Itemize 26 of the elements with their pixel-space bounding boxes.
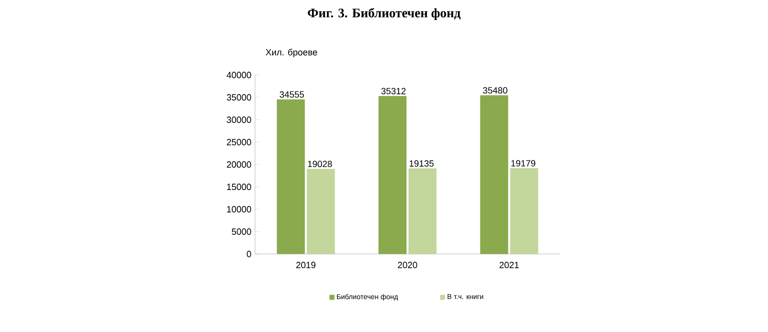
bar xyxy=(480,95,508,254)
y-tick-label: 0 xyxy=(246,250,252,258)
y-axis-title: Хил. броеве xyxy=(266,48,318,58)
y-tick-label: 40000 xyxy=(226,72,252,78)
x-tick-label: 2020 xyxy=(398,262,418,268)
y-tick-label: 20000 xyxy=(226,161,252,168)
data-label: 19028 xyxy=(308,160,332,168)
x-tick-label: 2021 xyxy=(500,262,519,268)
chart-title: Фиг. 3. Библиотечен фонд xyxy=(308,8,461,20)
data-label: 19179 xyxy=(511,160,536,166)
bar xyxy=(510,168,538,254)
data-label: 19135 xyxy=(410,160,434,167)
y-tick-label: 15000 xyxy=(227,184,252,190)
bar xyxy=(276,99,305,254)
y-tick-label: 30000 xyxy=(226,116,252,123)
bar xyxy=(306,168,335,254)
bar xyxy=(378,96,407,254)
x-tick-label: 2019 xyxy=(296,262,316,268)
y-tick-label: 25000 xyxy=(226,138,252,146)
bar xyxy=(408,168,437,254)
y-tick-label: 10000 xyxy=(227,206,252,212)
y-tick-label: 35000 xyxy=(226,94,252,101)
y-tick-label: 5000 xyxy=(232,228,252,235)
data-label: 35480 xyxy=(483,87,508,94)
data-label: 34555 xyxy=(280,91,304,98)
data-label: 35312 xyxy=(381,88,406,94)
